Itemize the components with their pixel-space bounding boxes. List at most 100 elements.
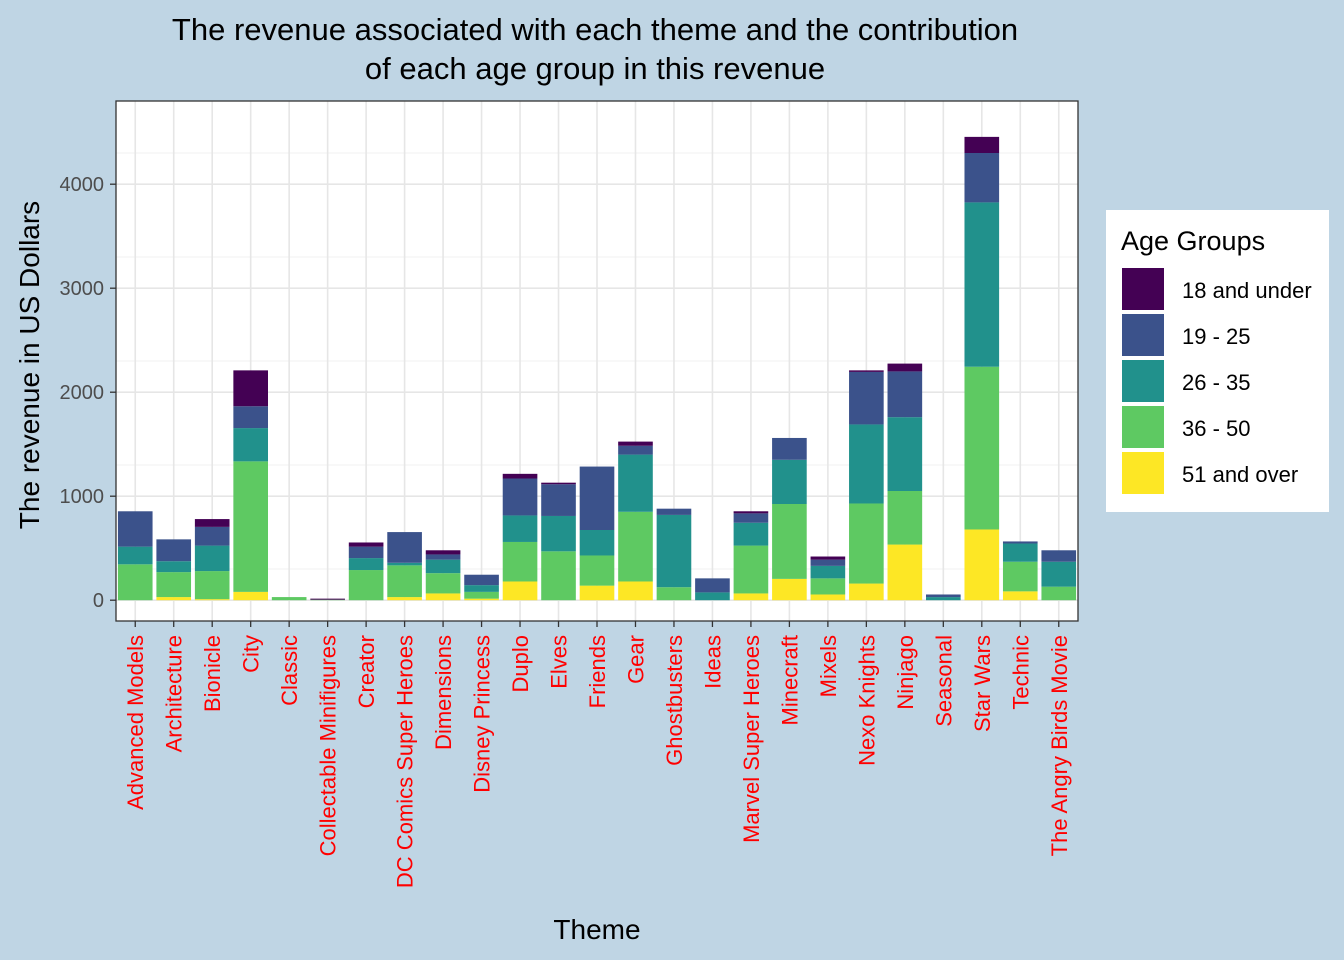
bar-collectable-minifigures-18-and-under bbox=[310, 598, 345, 600]
bar-gear-26-35 bbox=[618, 454, 653, 512]
bar-city-36-50 bbox=[233, 461, 268, 592]
bar-gear-36-50 bbox=[618, 511, 653, 582]
bar-seasonal-19-25 bbox=[926, 594, 961, 598]
x-tick-label: Duplo bbox=[508, 635, 533, 692]
bar-dc-comics-super-heroes-19-25 bbox=[387, 532, 422, 563]
legend-item-19-25: 19 - 25 bbox=[1122, 314, 1322, 356]
x-tick-label: Disney Princess bbox=[470, 635, 495, 793]
bar-marvel-super-heroes-18-and-under bbox=[733, 511, 769, 514]
bar-gear-18-and-under bbox=[618, 441, 653, 446]
bar-marvel-super-heroes-26-35 bbox=[733, 522, 769, 546]
bar-duplo-51-and-over bbox=[502, 581, 538, 601]
bar-ideas-26-35 bbox=[695, 592, 730, 601]
x-tick-label: Star Wars bbox=[970, 635, 995, 732]
bar-elves-18-and-under bbox=[541, 482, 576, 485]
bar-ghostbusters-26-35 bbox=[656, 514, 692, 588]
legend-item-18-and-under: 18 and under bbox=[1122, 268, 1322, 310]
bar-architecture-19-25 bbox=[156, 539, 192, 562]
bar-bionicle-18-and-under bbox=[194, 519, 230, 527]
bar-star-wars-36-50 bbox=[964, 366, 1000, 530]
bar-ghostbusters-36-50 bbox=[656, 587, 692, 601]
x-tick-label: Seasonal bbox=[931, 635, 956, 727]
bar-gear-19-25 bbox=[618, 445, 653, 455]
legend-item-51-and-over: 51 and over bbox=[1122, 452, 1322, 494]
bar-mixels-51-and-over bbox=[810, 594, 846, 601]
bar-disney-princess-26-35 bbox=[464, 585, 499, 592]
x-tick-label: Minecraft bbox=[777, 635, 802, 725]
bar-creator-26-35 bbox=[348, 558, 384, 571]
bar-bionicle-36-50 bbox=[194, 571, 230, 600]
bar-ghostbusters-19-25 bbox=[656, 508, 692, 515]
bar-duplo-26-35 bbox=[502, 515, 538, 542]
x-tick-label: Ideas bbox=[700, 635, 725, 689]
legend-item-36-50: 36 - 50 bbox=[1122, 406, 1322, 448]
bar-bionicle-51-and-over bbox=[194, 599, 230, 601]
bar-mixels-19-25 bbox=[810, 559, 846, 566]
bar-ninjago-26-35 bbox=[887, 417, 923, 491]
bar-technic-19-25 bbox=[1002, 541, 1038, 544]
bar-marvel-super-heroes-51-and-over bbox=[733, 593, 769, 601]
bar-dimensions-51-and-over bbox=[425, 593, 461, 601]
bar-advanced-models-19-25 bbox=[117, 511, 153, 547]
y-tick-label: 3000 bbox=[60, 278, 105, 300]
x-tick-label: Collectable Minifigures bbox=[316, 635, 341, 856]
bar-marvel-super-heroes-19-25 bbox=[733, 513, 769, 523]
bar-the-angry-birds-movie-26-35 bbox=[1041, 561, 1077, 587]
chart-title-line-1: The revenue associated with each theme a… bbox=[171, 12, 1019, 47]
bar-elves-36-50 bbox=[541, 551, 576, 601]
bar-technic-26-35 bbox=[1002, 543, 1038, 562]
bar-ideas-19-25 bbox=[695, 578, 730, 593]
bar-nexo-knights-51-and-over bbox=[849, 583, 884, 601]
bar-architecture-26-35 bbox=[156, 561, 192, 573]
x-tick-label: Friends bbox=[585, 635, 610, 708]
y-tick-label: 1000 bbox=[60, 486, 105, 508]
legend-swatch bbox=[1122, 406, 1164, 448]
legend-swatch bbox=[1122, 314, 1164, 356]
y-tick-label: 2000 bbox=[60, 382, 105, 404]
bar-ninjago-36-50 bbox=[887, 491, 923, 545]
bar-dimensions-36-50 bbox=[425, 573, 461, 594]
bar-dimensions-26-35 bbox=[425, 559, 461, 574]
y-tick-label: 0 bbox=[93, 590, 104, 612]
x-tick-label: City bbox=[239, 635, 264, 673]
bar-friends-36-50 bbox=[579, 555, 615, 586]
bar-creator-19-25 bbox=[348, 546, 384, 559]
bar-ninjago-18-and-under bbox=[887, 363, 923, 372]
bar-star-wars-26-35 bbox=[964, 202, 1000, 367]
bar-the-angry-birds-movie-19-25 bbox=[1041, 550, 1077, 562]
y-tick-label: 4000 bbox=[60, 174, 105, 196]
bar-elves-26-35 bbox=[541, 515, 576, 552]
x-tick-label: Technic bbox=[1008, 635, 1033, 710]
bar-seasonal-26-35 bbox=[926, 597, 961, 601]
bar-minecraft-51-and-over bbox=[772, 578, 807, 601]
bar-friends-51-and-over bbox=[579, 585, 615, 601]
x-tick-label: Dimensions bbox=[431, 635, 456, 750]
x-tick-label: Advanced Models bbox=[123, 635, 148, 810]
bar-advanced-models-36-50 bbox=[117, 564, 153, 601]
x-tick-label: Classic bbox=[277, 635, 302, 706]
y-axis-label: The revenue in US Dollars bbox=[14, 200, 45, 530]
x-tick-label: Bionicle bbox=[200, 635, 225, 712]
bar-disney-princess-19-25 bbox=[464, 574, 499, 586]
x-tick-label: Nexo Knights bbox=[854, 635, 879, 766]
legend: Age Groups 18 and under 19 - 25 26 - 35 36 … bbox=[1106, 210, 1329, 512]
bar-bionicle-19-25 bbox=[194, 526, 230, 546]
bar-collectable-minifigures-36-50 bbox=[310, 599, 345, 601]
chart-title-line-2: of each age group in this revenue bbox=[364, 51, 826, 86]
bar-city-26-35 bbox=[233, 428, 268, 462]
bar-friends-26-35 bbox=[579, 530, 615, 556]
legend-label: 51 and over bbox=[1182, 462, 1299, 487]
bar-creator-18-and-under bbox=[348, 542, 384, 547]
bar-dimensions-19-25 bbox=[425, 554, 461, 560]
legend-swatch bbox=[1122, 268, 1164, 310]
bar-minecraft-19-25 bbox=[772, 437, 807, 460]
bar-minecraft-26-35 bbox=[772, 459, 807, 504]
bar-bionicle-26-35 bbox=[194, 545, 230, 572]
bar-star-wars-19-25 bbox=[964, 153, 1000, 203]
legend-title: Age Groups bbox=[1121, 226, 1266, 256]
bar-friends-19-25 bbox=[579, 466, 615, 530]
bar-dimensions-18-and-under bbox=[425, 550, 461, 555]
bar-advanced-models-26-35 bbox=[117, 546, 153, 565]
bar-ninjago-51-and-over bbox=[887, 544, 923, 601]
x-tick-label: Ghostbusters bbox=[662, 635, 687, 766]
